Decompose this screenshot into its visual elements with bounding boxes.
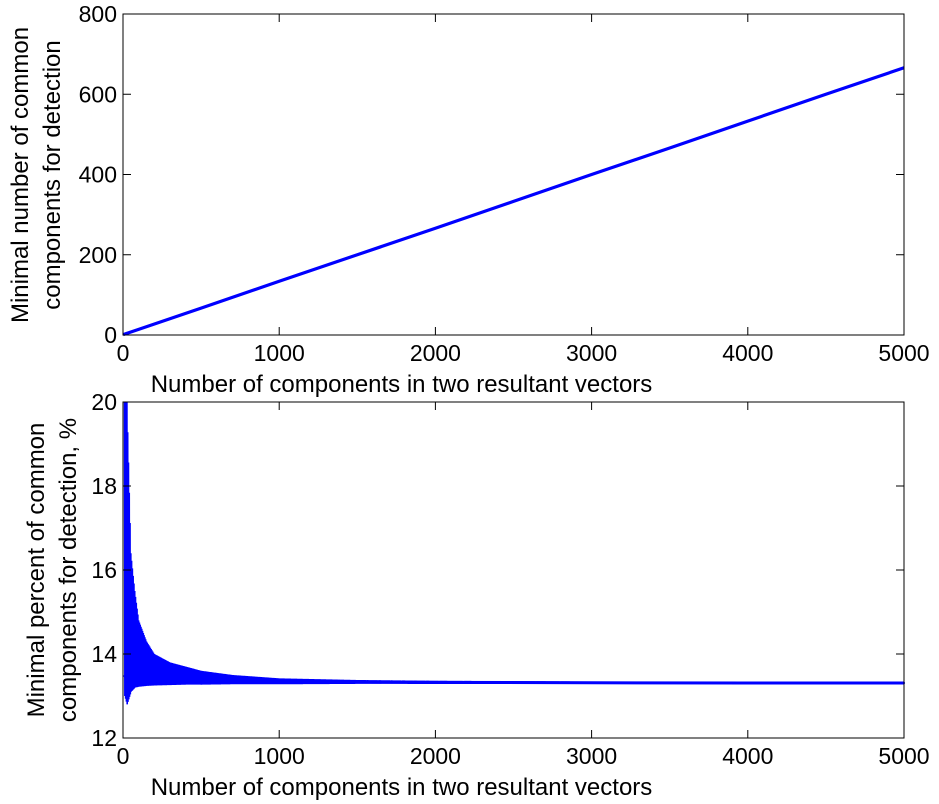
y-tick-label: 16 <box>91 557 117 583</box>
chart-panel-2: 0 1000 2000 3000 4000 5000 12 14 16 18 20 Number of… <box>23 389 930 801</box>
y-tick-label: 14 <box>91 641 117 667</box>
x-tick-label: 4000 <box>722 743 773 769</box>
x-axis-label: Number of components in two resultant ve… <box>151 371 653 398</box>
x-tick-label: 1000 <box>254 743 305 769</box>
plot-frame <box>122 401 905 739</box>
x-tick-label: 3000 <box>566 743 617 769</box>
series-line <box>123 668 904 685</box>
x-tick-label: 4000 <box>722 340 773 366</box>
x-tick-label: 3000 <box>566 340 617 366</box>
x-tick-label: 0 <box>117 340 130 366</box>
x-tick-label: 5000 <box>878 743 929 769</box>
plot-frame <box>122 13 905 336</box>
y-axis-label: components for detection <box>39 40 66 310</box>
x-tick-label: 1000 <box>254 340 305 366</box>
y-axis-label: Minimal percent of common <box>23 423 50 718</box>
y-tick-label: 18 <box>91 473 117 499</box>
y-axis-label: Minimal number of common <box>7 27 34 323</box>
series-band <box>123 401 906 705</box>
y-axis-label: components for detection, % <box>55 418 82 722</box>
y-tick-label: 200 <box>79 242 117 268</box>
y-tick-label: 600 <box>79 81 117 107</box>
y-tick-label: 20 <box>91 389 117 415</box>
chart-panel-1: 0 1000 2000 3000 4000 5000 0 200 400 600 800 Number… <box>7 1 930 398</box>
y-tick-label: 800 <box>79 1 117 27</box>
x-tick-label: 0 <box>117 743 130 769</box>
x-tick-label: 2000 <box>410 743 461 769</box>
y-tick-label: 12 <box>91 725 117 751</box>
x-tick-label: 5000 <box>878 340 929 366</box>
series-line <box>122 66 905 337</box>
y-tick-label: 400 <box>79 162 117 188</box>
y-tick-label: 0 <box>104 322 117 348</box>
x-tick-label: 2000 <box>410 340 461 366</box>
x-axis-label: Number of components in two resultant ve… <box>151 774 653 801</box>
